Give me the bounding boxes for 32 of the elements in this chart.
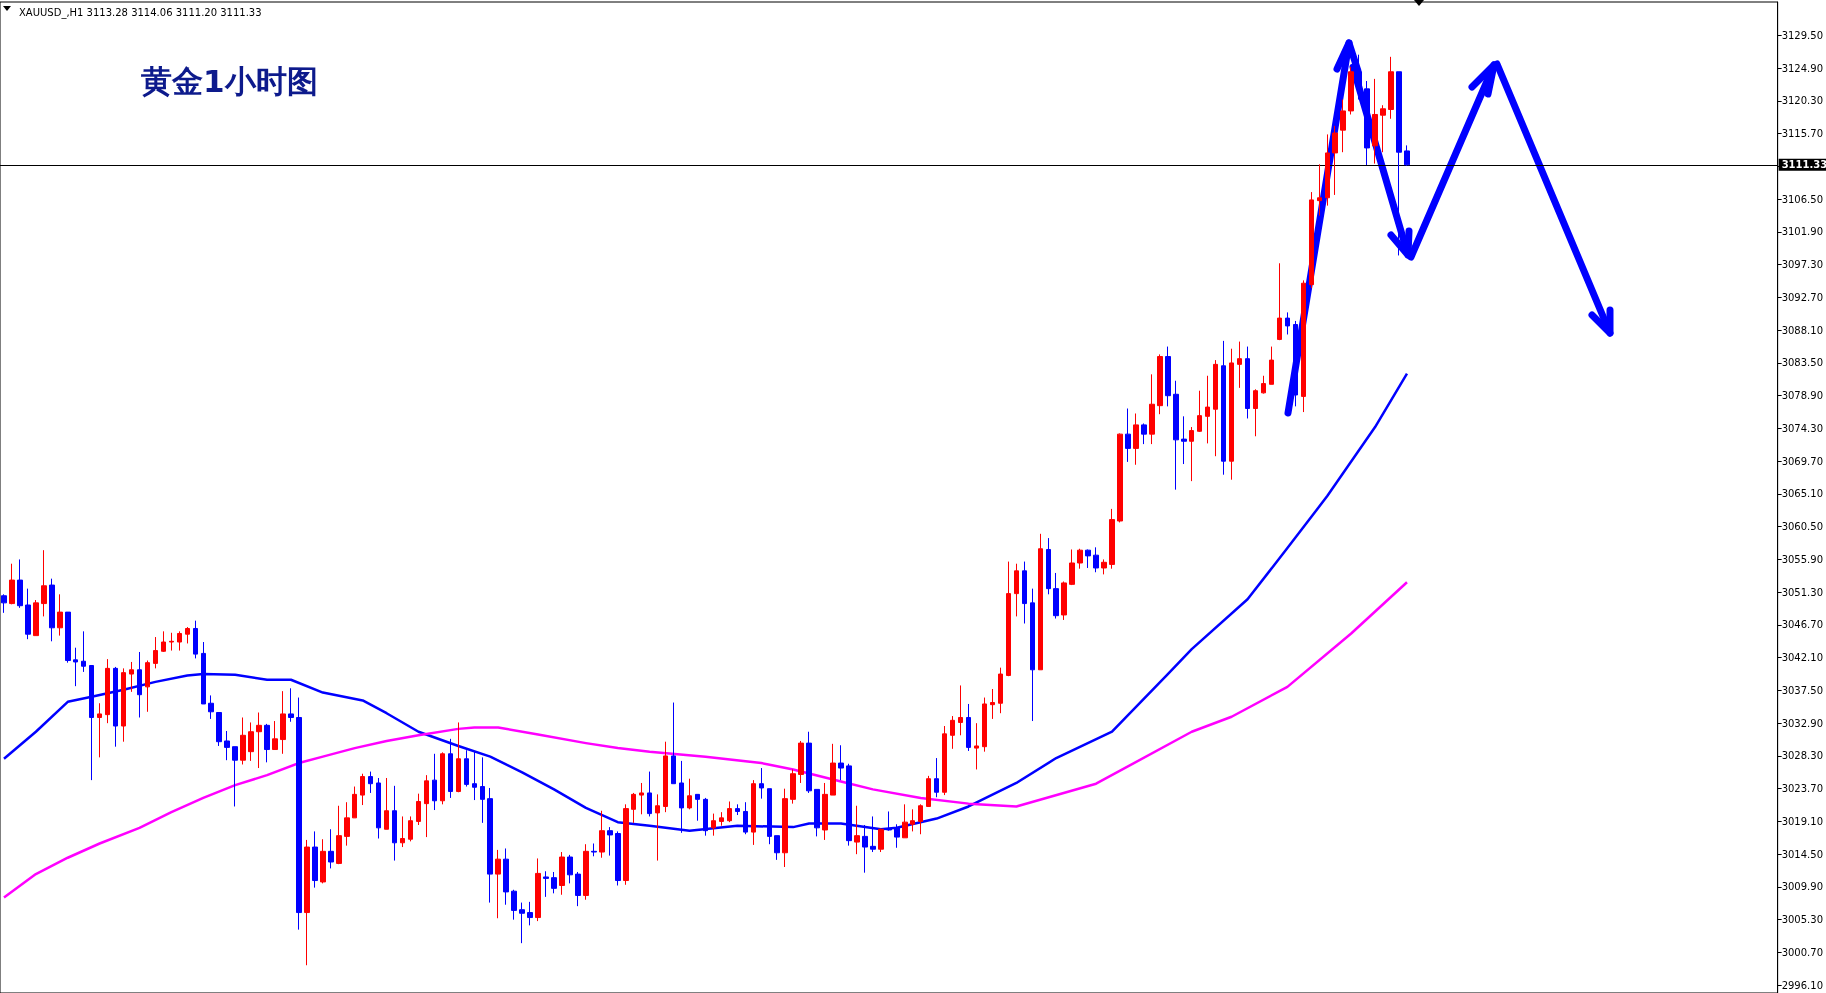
y-tick-label: 3097.30: [1781, 259, 1824, 271]
y-tick-label: 3092.70: [1781, 291, 1824, 303]
y-tick-label: 3129.50: [1781, 29, 1824, 41]
y-tick-label: 3019.10: [1781, 815, 1824, 827]
y-tick-label: 3069.70: [1781, 455, 1824, 467]
y-tick-label: 3074.30: [1781, 422, 1824, 434]
y-tick-label: 3124.90: [1781, 62, 1824, 74]
y-tick-label: 3088.10: [1781, 324, 1824, 336]
y-tick-label: 3042.10: [1781, 652, 1824, 664]
y-tick-label: 3083.50: [1781, 357, 1824, 369]
y-tick-label: 3060.50: [1781, 521, 1824, 533]
y-tick-label: 3051.30: [1781, 586, 1824, 598]
y-tick-label: 3009.90: [1781, 881, 1824, 893]
ref-line-label: 3111.33: [1781, 159, 1826, 171]
y-tick-label: 3014.50: [1781, 848, 1824, 860]
y-tick-label: 3032.90: [1781, 717, 1824, 729]
y-tick-label: 3115.70: [1781, 128, 1824, 140]
y-tick-label: 3120.30: [1781, 95, 1824, 107]
chart-subtitle: XAUUSD_,H1 3113.28 3114.06 3111.20 3111.33: [19, 6, 262, 19]
text: 黄金1小时图: [141, 62, 318, 99]
y-tick-label: 3065.10: [1781, 488, 1824, 500]
y-tick-label: 3046.70: [1781, 619, 1824, 631]
y-tick-label: 3078.90: [1781, 390, 1824, 402]
y-tick-label: 3106.50: [1781, 193, 1824, 205]
y-tick-label: 3023.70: [1781, 783, 1824, 795]
y-tick-label: 3055.90: [1781, 553, 1824, 565]
y-tick-label: 3028.30: [1781, 750, 1824, 762]
y-tick-label: 3000.70: [1781, 946, 1824, 958]
y-tick-label: 3005.30: [1781, 914, 1824, 926]
y-tick-label: 3101.90: [1781, 226, 1824, 238]
y-tick-label: 3037.50: [1781, 684, 1824, 696]
y-tick-label: 2996.10: [1781, 979, 1824, 991]
